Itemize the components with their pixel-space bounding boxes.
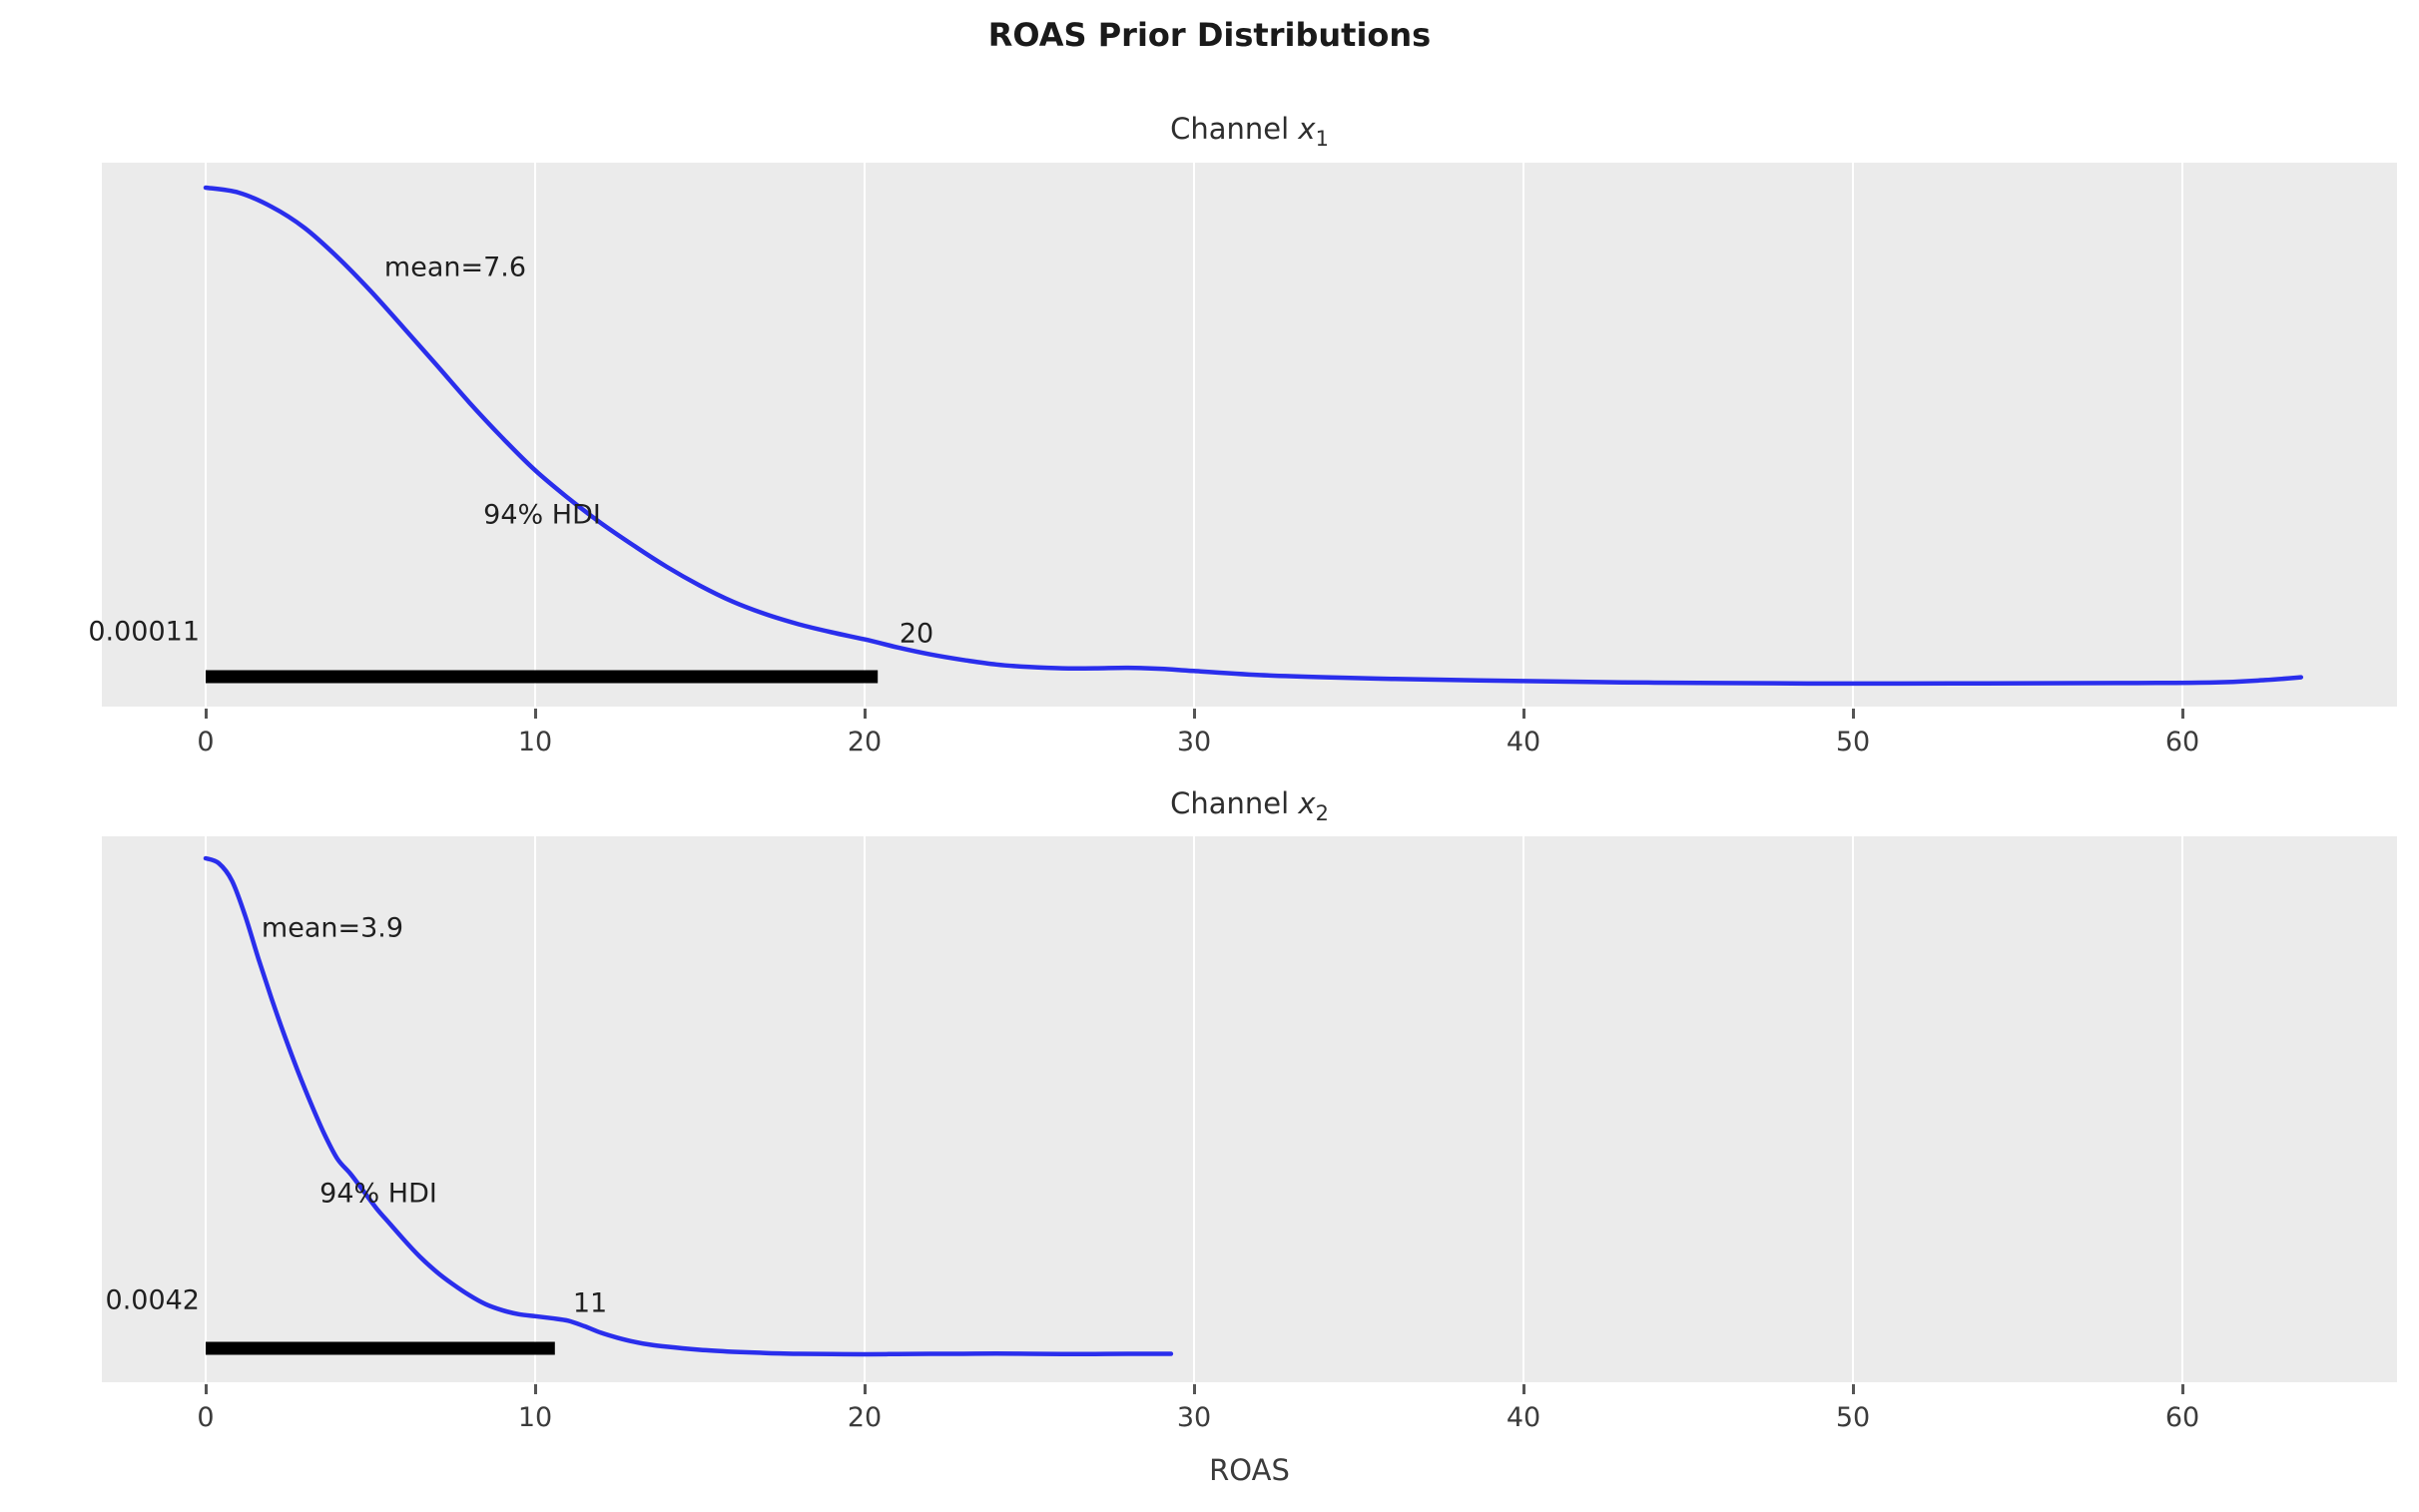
subplot1-plot-area [102, 163, 2397, 707]
figure-title: ROAS Prior Distributions [987, 16, 1432, 54]
x-tick-mark [1522, 1384, 1525, 1394]
subplot1-title: Channel x1 [102, 112, 2397, 151]
x-tick-mark [1522, 709, 1525, 719]
x-tick-mark [1852, 1384, 1855, 1394]
x-tick-mark [1852, 709, 1855, 719]
x-tick-mark [864, 709, 867, 719]
subplot1-x-axis: 0 10 20 30 40 50 60 [102, 707, 2397, 786]
gridline [534, 163, 536, 707]
subplot2-hdi-label: 94% HDI [319, 1178, 437, 1210]
x-tick-label: 10 [517, 1402, 553, 1433]
subplot2-hdi-lower-value: 0.0042 [105, 1284, 200, 1316]
kde-curve-svg [203, 185, 2304, 687]
gridline [864, 836, 866, 1382]
gridline [1852, 836, 1854, 1382]
kde-curve-svg [203, 855, 1174, 1357]
x-tick-mark [205, 709, 208, 719]
x-tick-label: 50 [1835, 727, 1871, 757]
x-tick-mark [205, 1384, 208, 1394]
subplot1-mean-label: mean=7.6 [383, 252, 527, 283]
subplot2-mean-label: mean=3.9 [261, 912, 404, 944]
subplot2-title-var: x [1298, 786, 1316, 820]
x-tick-label: 0 [197, 1402, 215, 1433]
x-tick-label: 30 [1176, 1402, 1212, 1433]
x-tick-label: 40 [1506, 727, 1541, 757]
x-tick-mark [534, 1384, 537, 1394]
subplot1-hdi-upper-value: 20 [899, 618, 934, 650]
x-tick-label: 0 [197, 727, 215, 757]
x-tick-label: 20 [847, 1402, 883, 1433]
gridline [1193, 163, 1195, 707]
x-tick-mark [534, 709, 537, 719]
x-tick-mark [1193, 709, 1196, 719]
gridline [864, 163, 866, 707]
subplot1-title-sub: 1 [1315, 126, 1329, 151]
subplot1-title-var: x [1298, 112, 1316, 146]
gridline [1852, 163, 1854, 707]
x-tick-label: 30 [1176, 727, 1212, 757]
gridline [1193, 836, 1195, 1382]
x-tick-mark [2181, 709, 2184, 719]
subplot2-plot-area [102, 836, 2397, 1382]
subplot2-x-axis: 0 10 20 30 40 50 60 [102, 1382, 2397, 1462]
gridline [205, 163, 207, 707]
gridline [205, 836, 207, 1382]
gridline [1522, 836, 1524, 1382]
gridline [534, 836, 536, 1382]
kde-curve [203, 855, 1174, 1357]
x-tick-mark [1193, 1384, 1196, 1394]
gridline [2181, 163, 2183, 707]
gridline [1522, 163, 1524, 707]
x-tick-mark [864, 1384, 867, 1394]
x-tick-label: 60 [2164, 727, 2200, 757]
x-axis-label: ROAS [1209, 1453, 1290, 1487]
subplot1-title-prefix: Channel [1170, 112, 1290, 146]
x-tick-label: 50 [1835, 1402, 1871, 1433]
kde-curve [203, 185, 2304, 687]
gridline [2181, 836, 2183, 1382]
subplot1-hdi-lower-value: 0.00011 [88, 616, 200, 648]
subplot1-hdi-label: 94% HDI [483, 499, 601, 531]
subplot2-hdi-upper-value: 11 [572, 1287, 608, 1319]
subplot2-title-sub: 2 [1315, 800, 1329, 825]
x-tick-mark [2181, 1384, 2184, 1394]
x-tick-label: 60 [2164, 1402, 2200, 1433]
x-tick-label: 10 [517, 727, 553, 757]
subplot2-title: Channel x2 [102, 786, 2397, 825]
subplot2-title-prefix: Channel [1170, 786, 1290, 820]
x-tick-label: 40 [1506, 1402, 1541, 1433]
x-tick-label: 20 [847, 727, 883, 757]
